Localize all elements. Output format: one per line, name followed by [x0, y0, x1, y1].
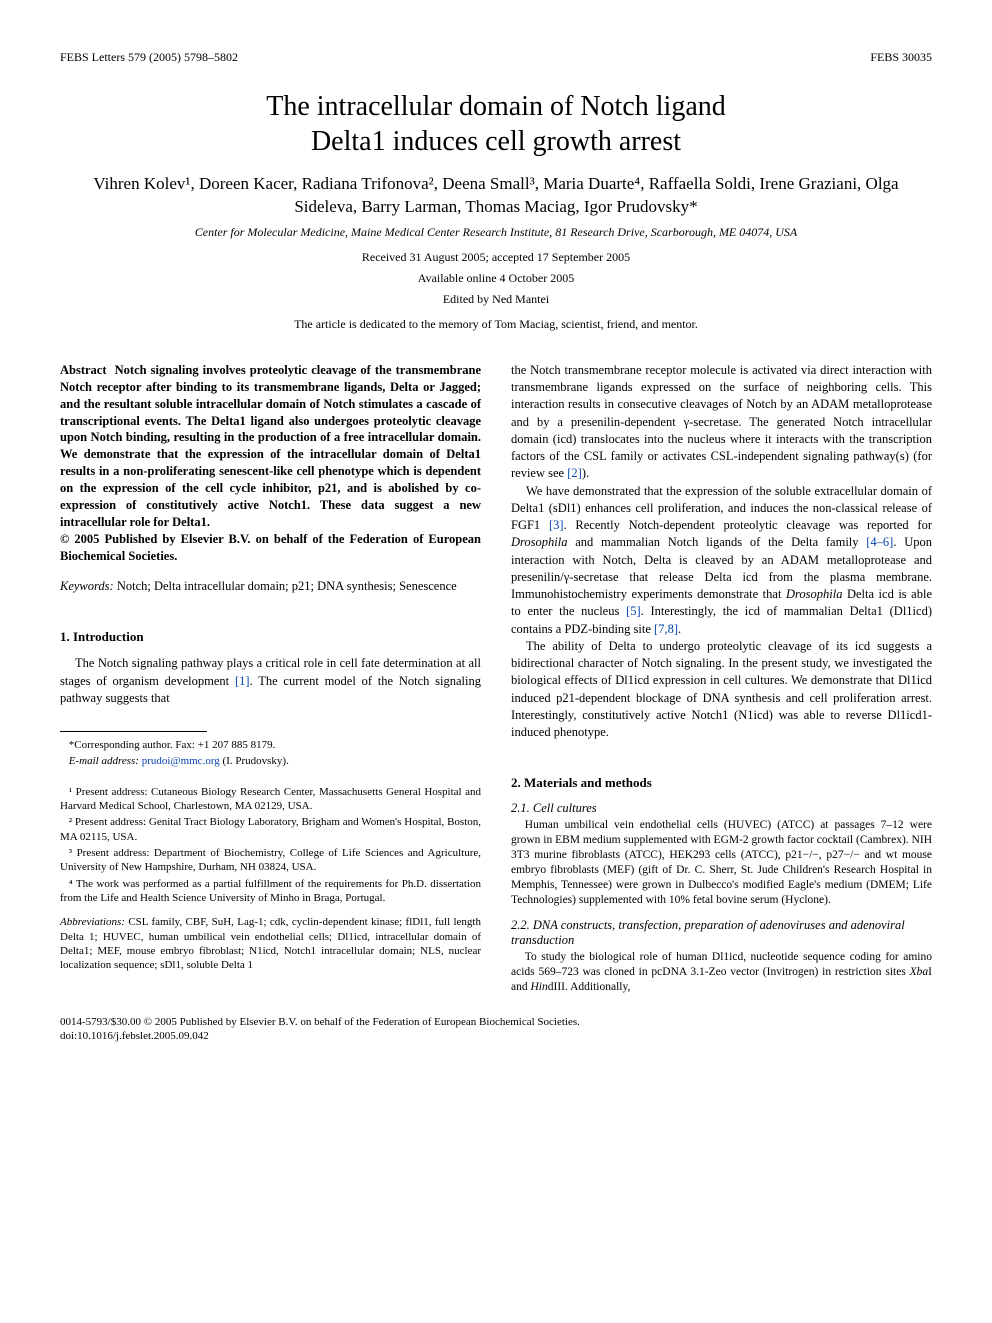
keywords-text: Notch; Delta intracellular domain; p21; … [117, 579, 457, 593]
cell-cultures-body: Human umbilical vein endothelial cells (… [511, 818, 932, 908]
footer-copyright: 0014-5793/$30.00 © 2005 Published by Els… [60, 1015, 932, 1029]
available-online: Available online 4 October 2005 [60, 271, 932, 286]
corresponding-author: *Corresponding author. Fax: +1 207 885 8… [60, 738, 481, 752]
ref-link-4-6[interactable]: [4–6] [866, 535, 893, 549]
footnote-rule [60, 731, 207, 732]
running-header: FEBS Letters 579 (2005) 5798–5802 FEBS 3… [60, 50, 932, 65]
authors-list: Vihren Kolev¹, Doreen Kacer, Radiana Tri… [60, 173, 932, 219]
email-suffix: (I. Prudovsky). [223, 755, 289, 767]
abbrev-label: Abbreviations: [60, 916, 125, 928]
intro-paragraph-1-cont: the Notch transmembrane receptor molecul… [511, 362, 932, 483]
footnote-1: ¹ Present address: Cutaneous Biology Res… [60, 785, 481, 814]
title-line-2: Delta1 induces cell growth arrest [311, 126, 681, 157]
two-column-layout: Abstract Notch signaling involves proteo… [60, 362, 932, 995]
received-accepted: Received 31 August 2005; accepted 17 Sep… [60, 250, 932, 265]
article-title: The intracellular domain of Notch ligand… [60, 89, 932, 159]
ref-link-7-8[interactable]: [7,8] [654, 622, 678, 636]
subsection-2-2-heading: 2.2. DNA constructs, transfection, prepa… [511, 918, 932, 948]
abstract-label: Abstract [60, 363, 107, 377]
dna-constructs-body: To study the biological role of human Dl… [511, 950, 932, 995]
edited-by: Edited by Ned Mantei [60, 292, 932, 307]
footnote-3: ³ Present address: Department of Biochem… [60, 846, 481, 875]
affiliation: Center for Molecular Medicine, Maine Med… [60, 225, 932, 240]
right-column: the Notch transmembrane receptor molecul… [511, 362, 932, 995]
footnotes-block: *Corresponding author. Fax: +1 207 885 8… [60, 738, 481, 905]
header-right: FEBS 30035 [870, 50, 932, 65]
left-column: Abstract Notch signaling involves proteo… [60, 362, 481, 995]
page-footer: 0014-5793/$30.00 © 2005 Published by Els… [60, 1015, 932, 1044]
ref-link-1[interactable]: [1] [235, 674, 250, 688]
abstract-block: Abstract Notch signaling involves proteo… [60, 362, 481, 565]
ref-link-5[interactable]: [5] [626, 604, 641, 618]
header-left: FEBS Letters 579 (2005) 5798–5802 [60, 50, 238, 65]
section-1-heading: 1. Introduction [60, 629, 481, 645]
abstract-copyright: © 2005 Published by Elsevier B.V. on beh… [60, 532, 481, 563]
keywords-label: Keywords: [60, 579, 114, 593]
intro-paragraph-3: The ability of Delta to undergo proteoly… [511, 638, 932, 742]
dedication: The article is dedicated to the memory o… [60, 317, 932, 332]
ref-link-3[interactable]: [3] [549, 518, 564, 532]
email-label: E-mail address: [69, 755, 139, 767]
email-link[interactable]: prudoi@mmc.org [142, 755, 220, 767]
title-line-1: The intracellular domain of Notch ligand [266, 91, 726, 122]
intro-paragraph-1: The Notch signaling pathway plays a crit… [60, 655, 481, 707]
abstract-text: Notch signaling involves proteolytic cle… [60, 363, 481, 529]
footnote-2: ² Present address: Genital Tract Biology… [60, 815, 481, 844]
section-2-heading: 2. Materials and methods [511, 775, 932, 791]
subsection-2-1-heading: 2.1. Cell cultures [511, 801, 932, 816]
footnote-4: ⁴ The work was performed as a partial fu… [60, 877, 481, 906]
page-container: FEBS Letters 579 (2005) 5798–5802 FEBS 3… [0, 0, 992, 1083]
intro-paragraph-2: We have demonstrated that the expression… [511, 483, 932, 638]
abbreviations-block: Abbreviations: CSL family, CBF, SuH, Lag… [60, 915, 481, 972]
email-line: E-mail address: prudoi@mmc.org (I. Prudo… [60, 754, 481, 768]
footer-doi: doi:10.1016/j.febslet.2005.09.042 [60, 1029, 932, 1043]
ref-link-2[interactable]: [2] [567, 466, 582, 480]
keywords-block: Keywords: Notch; Delta intracellular dom… [60, 578, 481, 595]
